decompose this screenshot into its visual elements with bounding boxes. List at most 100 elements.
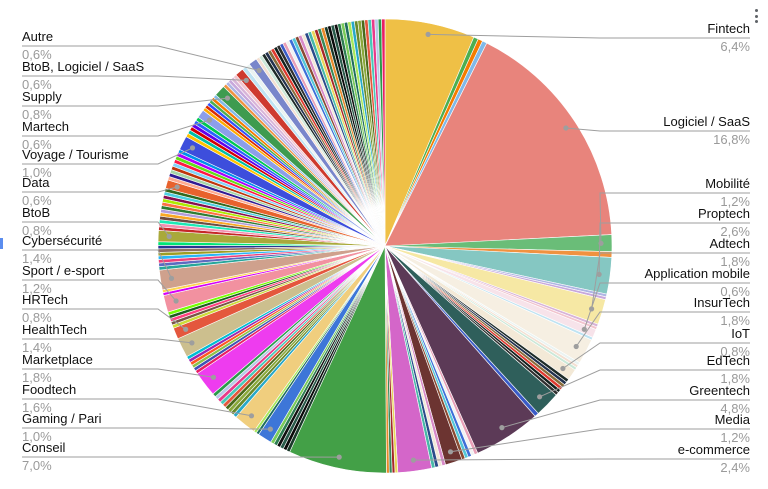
more-vert-icon — [754, 14, 758, 18]
callout-line — [22, 368, 214, 378]
callout-dot — [581, 326, 587, 332]
left-edge-artifact — [0, 238, 3, 249]
callout-label-hrtech: HRTech — [22, 292, 69, 307]
callout-line — [22, 97, 228, 107]
callout-label-proptech: Proptech — [697, 206, 750, 221]
callout-label-e-commerce: e-commerce — [677, 442, 750, 457]
callout-line — [22, 427, 271, 430]
callout-line — [22, 186, 178, 193]
callout-value-edtech: 1,8% — [720, 371, 750, 386]
callout-dot — [425, 31, 431, 37]
callout-dot — [189, 145, 196, 151]
callout-value-martech: 0,6% — [22, 137, 52, 152]
callout-value-marketplace: 1,8% — [22, 370, 52, 385]
callout-label-btob-logiciel-saas: BtoB, Logiciel / SaaS — [22, 59, 145, 74]
callout-dot — [537, 394, 543, 400]
callout-value-greentech: 4,8% — [720, 401, 750, 416]
callout-line — [565, 127, 750, 132]
callout-dot — [206, 117, 213, 123]
callout-dot — [224, 95, 231, 101]
callout-label-marketplace: Marketplace — [22, 352, 93, 367]
callout-line — [450, 428, 750, 453]
callout-dot — [563, 125, 569, 131]
callout-value-media: 1,2% — [720, 430, 750, 445]
callout-value-healthtech: 1,4% — [22, 340, 52, 355]
more-vert-icon — [754, 9, 758, 12]
callout-label-media: Media — [714, 412, 750, 427]
callout-label-iot: IoT — [731, 326, 750, 341]
pie-slice-logiciel-saas[interactable] — [384, 42, 613, 247]
callout-label-btob: BtoB — [22, 205, 51, 220]
callout-value-sport-e-sport: 1,2% — [22, 281, 52, 296]
callout-line — [599, 192, 750, 244]
callout-line — [22, 221, 170, 237]
callout-label-martech: Martech — [22, 119, 69, 134]
callout-value-foodtech: 1,6% — [22, 400, 52, 415]
callout-value-conseil: 7,0% — [22, 458, 52, 473]
callout-value-voyage-tourisme: 1,0% — [22, 165, 52, 180]
callout-line — [428, 33, 750, 39]
callout-value-insurtech: 1,8% — [720, 313, 750, 328]
pie-slice-other[interactable] — [381, 18, 386, 247]
callout-value-supply: 0,8% — [22, 107, 52, 122]
callout-line — [22, 249, 172, 279]
callout-dot — [573, 343, 579, 350]
chart-menu-button[interactable] — [748, 3, 764, 29]
callout-label-greentech: Greentech — [689, 383, 750, 398]
callout-label-insurtech: InsurTech — [693, 295, 750, 310]
callout-label-edtech: EdTech — [706, 353, 750, 368]
callout-line — [575, 311, 750, 347]
callout-line — [413, 458, 750, 461]
callout-label-data: Data — [22, 175, 50, 190]
callout-value-gaming-pari: 1,0% — [22, 429, 52, 444]
callout-dot — [596, 271, 602, 277]
callout-line — [22, 147, 193, 165]
callout-dot — [210, 374, 217, 380]
callout-value-btob-logiciel-saas: 0,6% — [22, 77, 52, 92]
callout-line — [22, 279, 177, 302]
callout-dot — [336, 454, 342, 460]
callout-value-application-mobile: 0,6% — [720, 284, 750, 299]
callout-line — [583, 282, 750, 330]
callout-dot — [410, 457, 416, 463]
callout-value-e-commerce: 2,4% — [720, 460, 750, 475]
callout-dot — [499, 425, 505, 431]
callout-dot — [560, 365, 566, 372]
callout-value-logiciel-saas: 16,8% — [713, 132, 750, 147]
callout-label-autre: Autre — [22, 29, 54, 44]
callout-label-fintech: Fintech — [707, 21, 750, 36]
callout-label-gaming-pari: Gaming / Pari — [22, 411, 102, 426]
callout-label-foodtech: Foodtech — [22, 382, 77, 397]
callout-label-healthtech: HealthTech — [22, 322, 88, 337]
callout-label-mobilit: Mobilité — [705, 176, 750, 191]
callout-label-adtech: Adtech — [709, 236, 750, 251]
callout-value-fintech: 6,4% — [720, 39, 750, 54]
callout-line — [539, 369, 750, 398]
callout-line — [22, 119, 210, 137]
callout-value-cybers-curit: 1,4% — [22, 251, 52, 266]
callout-value-proptech: 2,6% — [720, 224, 750, 239]
callout-dot — [168, 275, 175, 281]
callout-dot — [174, 184, 180, 190]
callout-value-btob: 0,8% — [22, 223, 52, 238]
callout-value-iot: 0,8% — [720, 344, 750, 359]
callout-dot — [166, 233, 172, 240]
callout-label-supply: Supply — [22, 89, 62, 104]
callout-value-adtech: 1,8% — [720, 254, 750, 269]
callout-line — [591, 252, 750, 309]
callout-dot — [183, 326, 189, 332]
callout-value-autre: 0,6% — [22, 47, 52, 62]
callout-dot — [267, 426, 273, 432]
callout-line — [562, 342, 750, 369]
callout-line — [501, 399, 750, 429]
pie-slices-group — [157, 18, 613, 474]
callout-lines-group — [22, 31, 750, 463]
callout-label-application-mobile: Application mobile — [644, 266, 750, 281]
callout-dot — [173, 298, 179, 304]
callout-label-logiciel-saas: Logiciel / SaaS — [663, 114, 750, 129]
callout-value-hrtech: 0,8% — [22, 310, 52, 325]
callout-label-conseil: Conseil — [22, 440, 66, 455]
callout-line — [22, 308, 186, 330]
callout-label-cybers-curit: Cybersécurité — [22, 233, 103, 248]
